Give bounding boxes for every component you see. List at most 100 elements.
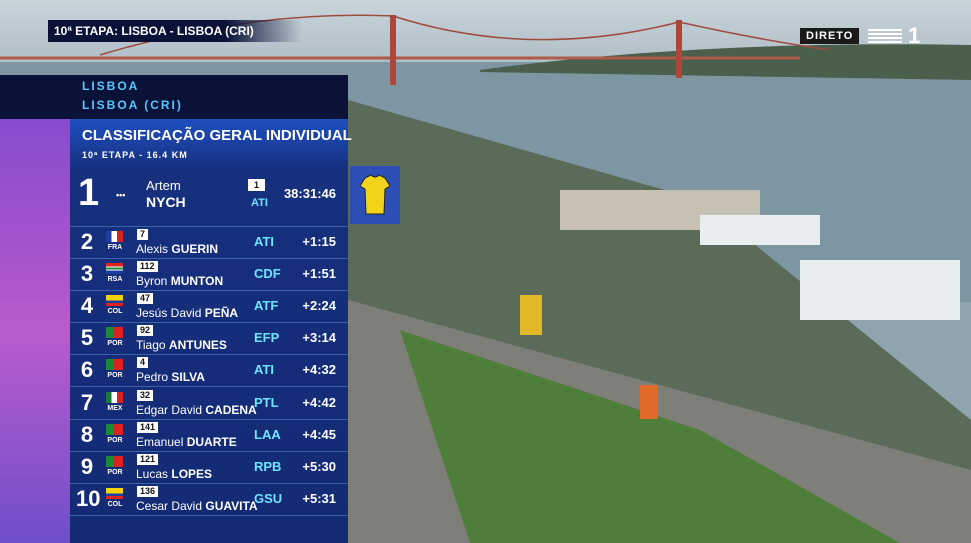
team-code: CDF	[254, 266, 281, 282]
leader-time: 38:31:46	[283, 186, 336, 201]
country-code: POR	[107, 436, 123, 444]
jersey-box	[350, 166, 400, 224]
standing-row: 10 COL 136 Cesar David GUAVITA GSU +5:31	[70, 484, 348, 516]
rider-name: Tiago ANTUNES	[136, 338, 227, 352]
last-name: DUARTE	[186, 434, 237, 449]
panel-subtitle: 10ª ETAPA - 16.4 KM	[82, 150, 188, 160]
last-name: LOPES	[171, 466, 213, 481]
rank: 3	[80, 261, 94, 287]
team-code: GSU	[254, 490, 283, 506]
bib-number: 112	[137, 261, 158, 273]
rider-name: Jesús David PEÑA	[136, 306, 238, 320]
standing-row: 9 POR 121 Lucas LOPES RPB +5:30	[70, 452, 348, 484]
team-code: PTL	[254, 394, 279, 410]
first-name: Pedro	[136, 370, 169, 385]
flag	[106, 295, 123, 307]
rank: 5	[80, 325, 94, 351]
flag	[106, 391, 123, 403]
rider-name: Cesar David GUAVITA	[136, 499, 258, 513]
first-name: Cesar David	[136, 498, 203, 513]
rider-name: Pedro SILVA	[136, 370, 205, 384]
time-gap: +2:24	[302, 298, 336, 314]
team-code: ATF	[254, 298, 279, 314]
standing-row: 5 POR 92 Tiago ANTUNES EFP +3:14	[70, 323, 348, 356]
country-code: MEX	[107, 404, 123, 412]
time-gap: +1:15	[302, 234, 336, 249]
rank: 4	[80, 293, 94, 319]
panel-title: CLASSIFICAÇÃO GERAL INDIVIDUAL	[82, 127, 352, 144]
bib-number: 136	[137, 485, 159, 497]
team-code: ATI	[254, 234, 274, 249]
stage-label: 10ª ETAPA: LISBOA - LISBOA (CRI)	[54, 24, 254, 38]
time-gap: +5:30	[302, 458, 336, 474]
sublocation: LISBOA (CRI)	[82, 98, 183, 112]
time-gap: +1:51	[302, 266, 336, 282]
leader-row: 1 ••• Artem NYCH 1 ATI 38:31:46	[70, 166, 348, 227]
rank: 8	[80, 421, 94, 447]
time-gap: +4:42	[302, 394, 336, 410]
first-name: Alexis	[136, 242, 169, 256]
rank: 9	[80, 453, 94, 479]
rank: 7	[80, 389, 94, 415]
rider-name: Edgar David CADENA	[136, 403, 257, 417]
location: LISBOA	[82, 79, 140, 93]
first-name: Byron	[136, 274, 168, 289]
leader-country: •••	[116, 190, 126, 200]
channel-number: 1	[908, 23, 921, 48]
flag	[106, 487, 123, 499]
first-name: Edgar David	[136, 402, 203, 417]
leader-team: ATI	[251, 197, 268, 209]
standing-row: 4 COL 47 Jesús David PEÑA ATF +2:24	[70, 291, 348, 324]
team-code: ATI	[254, 362, 274, 378]
last-name: PEÑA	[204, 306, 239, 321]
team-code: RPB	[254, 458, 282, 474]
flag	[106, 455, 123, 467]
country-code: POR	[107, 340, 123, 348]
leader-rank: 1	[78, 172, 100, 214]
rider-name: Alexis GUERIN	[136, 242, 218, 256]
last-name: SILVA	[171, 370, 205, 385]
last-name: ANTUNES	[168, 338, 227, 353]
leader-bib: 1	[248, 179, 266, 191]
bib-number: 121	[137, 453, 159, 465]
time-gap: +4:45	[302, 426, 336, 442]
live-badge: DIRETO	[800, 28, 860, 44]
rider-name: Lucas LOPES	[136, 467, 212, 481]
time-gap: +3:14	[302, 330, 336, 346]
country-code: POR	[107, 372, 123, 380]
country-code: FRA	[107, 244, 123, 251]
standing-row: 8 POR 141 Emanuel DUARTE LAA +4:45	[70, 420, 348, 452]
leader-first-name: Artem	[146, 178, 181, 193]
standing-row: 6 POR 4 Pedro SILVA ATI +4:32	[70, 355, 348, 388]
bib-number: 7	[137, 229, 149, 240]
first-name: Lucas	[136, 466, 169, 481]
team-code: EFP	[254, 330, 280, 346]
time-gap: +5:31	[302, 490, 336, 506]
flag	[106, 327, 123, 339]
flag	[106, 359, 123, 371]
flag	[106, 263, 123, 275]
first-name: Tiago	[136, 338, 166, 353]
bib-number: 4	[137, 357, 149, 369]
first-name: Emanuel	[136, 434, 184, 449]
accent-strip	[0, 119, 70, 543]
standing-row: 7 MEX 32 Edgar David CADENA PTL +4:42	[70, 388, 348, 420]
location-band	[0, 75, 348, 119]
standing-row: 3 RSA 112 Byron MUNTON CDF +1:51	[70, 259, 348, 292]
time-gap: +4:32	[302, 362, 336, 378]
rider-name: Emanuel DUARTE	[136, 435, 237, 449]
first-name: Jesús David	[136, 306, 202, 321]
flag	[106, 231, 123, 242]
country-code: RSA	[107, 276, 123, 284]
country-code: POR	[107, 468, 123, 476]
last-name: CADENA	[205, 402, 257, 417]
last-name: GUAVITA	[205, 498, 258, 513]
rank: 10	[76, 485, 101, 511]
bib-number: 141	[137, 421, 159, 433]
bib-number: 92	[137, 325, 154, 337]
rank: 2	[80, 229, 94, 254]
leader-last-name: NYCH	[146, 194, 186, 210]
channel-logo	[868, 29, 902, 43]
